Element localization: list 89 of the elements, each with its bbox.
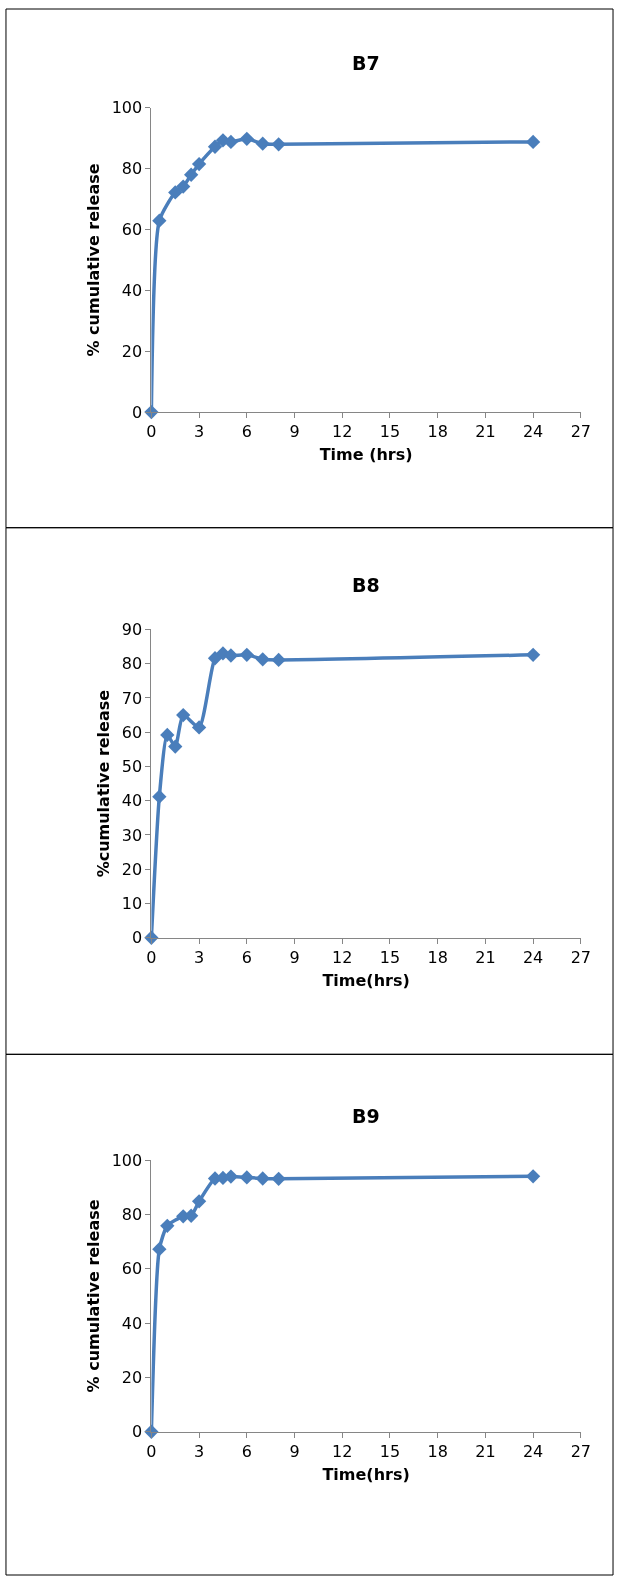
y-tick-label: 60: [121, 220, 143, 240]
point: [271, 1171, 286, 1186]
y-tick-label: 0: [132, 928, 143, 948]
x-tick-label: 9: [289, 1441, 300, 1461]
x-tick-label: 3: [194, 1441, 205, 1461]
point: [152, 789, 167, 804]
y-tick-label: 60: [121, 1259, 143, 1279]
x-tick-label: 0: [146, 947, 157, 967]
y-tick-label: 50: [121, 757, 143, 777]
point: [176, 707, 191, 723]
x-axis-title: Time (hrs): [319, 445, 413, 465]
point: [207, 651, 223, 666]
x-tick-label: 6: [241, 947, 252, 967]
point: [271, 137, 286, 152]
y-tick-label: 80: [121, 159, 143, 179]
y-axis-title: % cumulative release: [83, 1199, 103, 1393]
x-tick-label: 9: [289, 422, 300, 442]
point: [191, 156, 207, 172]
x-tick-label: 24: [522, 422, 544, 442]
x-tick-label: 12: [332, 422, 353, 442]
y-tick-label: 60: [121, 722, 143, 742]
y-tick-label: 80: [121, 1204, 143, 1224]
y-tick-label: 0: [132, 402, 143, 422]
y-tick-label: 40: [121, 1313, 143, 1333]
x-tick-label: 24: [522, 1441, 544, 1461]
y-tick-label: 40: [121, 280, 143, 300]
point: [525, 647, 541, 662]
x-tick-label: 27: [570, 1441, 591, 1461]
point: [160, 727, 175, 743]
y-tick-label: 30: [121, 825, 143, 845]
point: [191, 720, 207, 735]
chart-title: B8: [352, 574, 380, 596]
x-tick-label: 27: [570, 947, 591, 967]
point: [255, 652, 270, 667]
x-tick-label: 18: [427, 1441, 448, 1461]
y-tick-label: 100: [111, 98, 143, 118]
point: [168, 739, 183, 754]
point: [176, 179, 191, 194]
y-axis-title: % cumulative release: [83, 163, 103, 357]
point: [525, 134, 541, 150]
x-tick-label: 18: [427, 422, 448, 442]
x-tick-label: 0: [146, 1441, 157, 1461]
x-tick-label: 6: [241, 422, 252, 442]
x-axis-title: Time(hrs): [322, 1464, 410, 1484]
chart-title: B9: [352, 1105, 380, 1127]
x-tick-label: 12: [332, 1441, 353, 1461]
x-tick-label: 9: [289, 947, 300, 967]
point: [152, 213, 167, 228]
x-tick-label: 21: [475, 947, 496, 967]
y-tick-label: 20: [121, 341, 143, 361]
x-tick-label: 15: [379, 422, 401, 442]
x-axis-title: Time(hrs): [322, 970, 410, 990]
x-tick-label: 3: [194, 422, 205, 442]
y-tick-label: 80: [121, 654, 143, 674]
x-tick-label: 21: [475, 422, 496, 442]
point: [160, 1218, 175, 1233]
x-tick-label: 24: [522, 947, 544, 967]
y-tick-label: 10: [121, 894, 143, 914]
x-tick-label: 6: [241, 1441, 252, 1461]
point: [255, 1171, 270, 1186]
point: [239, 1170, 254, 1185]
x-tick-label: 18: [427, 947, 448, 967]
point: [239, 647, 254, 662]
x-tick-label: 0: [146, 422, 157, 442]
x-tick-label: 15: [379, 1441, 401, 1461]
point: [271, 652, 286, 668]
point: [184, 167, 199, 182]
point: [152, 1242, 167, 1257]
y-tick-label: 100: [111, 1150, 143, 1170]
point: [207, 139, 223, 154]
point: [239, 131, 254, 146]
point: [255, 136, 270, 151]
x-tick-label: 27: [570, 422, 591, 442]
y-tick-label: 90: [121, 620, 143, 640]
x-tick-label: 15: [379, 947, 401, 967]
y-tick-label: 40: [121, 791, 143, 811]
x-tick-label: 3: [194, 947, 205, 967]
chart-title: B7: [352, 52, 380, 74]
y-tick-label: 0: [132, 1422, 143, 1442]
y-axis-title: %cumulative release: [93, 689, 113, 878]
y-tick-label: 20: [121, 1368, 143, 1387]
point: [525, 1169, 541, 1184]
point: [223, 648, 239, 663]
y-tick-label: 70: [121, 688, 143, 708]
x-tick-label: 12: [332, 947, 353, 967]
x-tick-label: 21: [475, 1441, 496, 1461]
point: [191, 1194, 207, 1209]
point: [168, 185, 183, 200]
y-tick-label: 20: [121, 859, 143, 879]
